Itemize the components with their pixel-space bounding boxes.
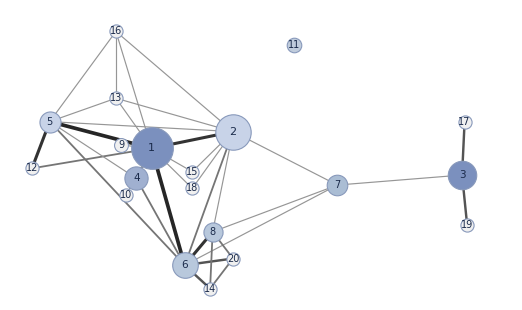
Point	[333, 183, 341, 188]
Text: 20: 20	[227, 254, 239, 264]
Text: 18: 18	[186, 184, 198, 193]
Point	[112, 29, 120, 34]
Text: 9: 9	[118, 140, 124, 150]
Point	[45, 119, 54, 124]
Point	[122, 193, 130, 197]
Text: 8: 8	[209, 227, 216, 237]
Text: 15: 15	[186, 167, 198, 177]
Point	[290, 42, 298, 47]
Text: 1: 1	[148, 143, 155, 153]
Text: 5: 5	[46, 117, 53, 126]
Text: 11: 11	[288, 40, 300, 50]
Point	[458, 173, 466, 178]
Point	[206, 286, 214, 291]
Text: 2: 2	[230, 126, 236, 137]
Text: 17: 17	[458, 117, 471, 126]
Text: 12: 12	[26, 163, 38, 173]
Point	[188, 169, 196, 174]
Point	[181, 263, 189, 268]
Point	[229, 129, 237, 134]
Text: 6: 6	[181, 260, 188, 270]
Point	[188, 186, 196, 191]
Text: 13: 13	[110, 93, 122, 103]
Text: 4: 4	[133, 173, 139, 184]
Text: 19: 19	[461, 220, 473, 230]
Point	[460, 119, 469, 124]
Text: 7: 7	[334, 180, 340, 190]
Text: 3: 3	[459, 170, 466, 180]
Text: 10: 10	[120, 190, 132, 200]
Point	[28, 166, 36, 171]
Point	[117, 143, 125, 148]
Point	[112, 96, 120, 101]
Point	[147, 146, 156, 151]
Point	[463, 223, 471, 228]
Point	[208, 229, 217, 234]
Point	[132, 176, 140, 181]
Text: 16: 16	[110, 26, 122, 37]
Text: 14: 14	[204, 284, 216, 294]
Point	[229, 256, 237, 261]
